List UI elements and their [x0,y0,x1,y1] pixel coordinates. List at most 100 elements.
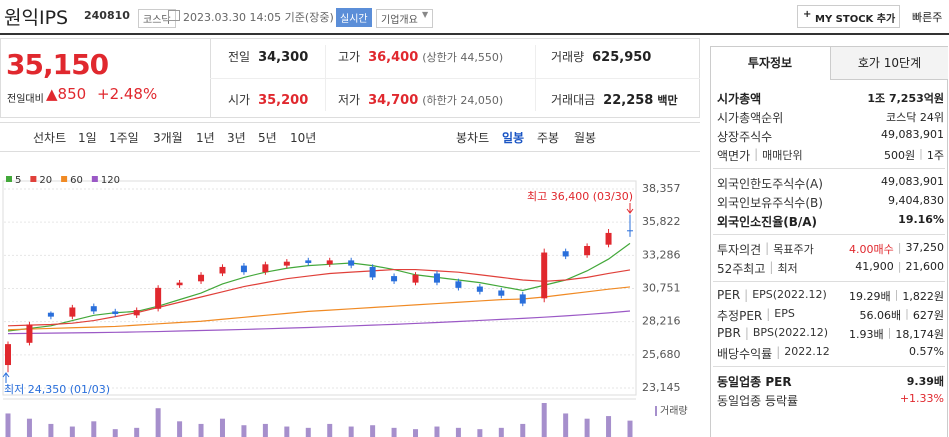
volume-bar [26,418,32,437]
row-value: 0.57% [909,345,944,358]
volume-bar [327,423,333,437]
quote-note: 백만 [657,94,678,107]
candle-tab[interactable]: 일봉 [502,131,525,145]
value-part: 코스닥 24위 [886,111,944,124]
candle-body [541,252,548,299]
candle-body [283,261,290,266]
value-part: 19.16% [898,213,944,226]
panel-tab[interactable]: 호가 10단계 [830,47,948,80]
y-tick-label: 25,680 [642,348,681,361]
row-label: PBR | BPS(2022.12) [717,326,828,340]
realtime-badge[interactable]: 실시간 [336,8,372,27]
label-part: 최저 [777,262,798,275]
volume-bar [219,418,225,437]
y-tick-label: 33,286 [642,248,681,261]
row-label: 동일업종 PER [717,373,792,390]
quote-cell: 전일 34,300 [228,48,308,65]
period-tab[interactable]: 10년 [290,131,317,145]
label-part: 목표주가 [773,243,814,256]
period-tab[interactable]: 3년 [227,131,246,145]
candle-body [112,311,119,315]
value-part: 9.39배 [906,375,944,388]
volume-bar [198,423,204,437]
volume-bar [91,421,97,437]
period-tab[interactable]: 1년 [196,131,215,145]
volume-bar [434,426,440,437]
row-value: 19.29배 | 1,822원 [849,288,944,304]
moving-average-line [7,310,631,335]
quick-order[interactable]: 빠른주 [912,11,943,24]
label-part: 상장주식수 [717,130,773,144]
separator: | [897,241,902,254]
candle-body [433,273,440,283]
candle-body [605,232,612,245]
panel-tab[interactable]: 투자정보 [747,56,793,70]
candle-body [455,281,462,288]
y-tick-label: 28,216 [642,315,681,328]
volume-bar [5,413,11,437]
label-part: EPS [774,307,795,320]
row-label: 추정PER | EPS [717,307,795,324]
period-tab[interactable]: 1주일 [109,131,139,145]
label-part: 동일업종 PER [717,375,792,389]
volume-bar [584,418,590,437]
value-part: +1.33% [899,392,944,405]
calendar-icon [168,10,180,21]
label-part: 시가총액순위 [717,111,784,125]
volume-bar [563,413,569,437]
separator: | [919,147,923,160]
plus-icon: + [803,9,812,20]
row-value: 56.06배 | 627원 [860,307,944,323]
label-part: 외국인보유주식수(B) [717,196,823,210]
row-label: 외국인한도주식수(A) [717,175,823,192]
y-tick-label: 38,357 [642,182,681,195]
quote-cell: 고가 36,400 (상한가 44,550) [338,48,503,65]
candle-body [262,264,269,273]
mystock-button[interactable] [797,5,900,28]
volume-bar [348,426,354,437]
high-arrow [626,203,634,214]
toolbar-label: 선차트 [33,131,67,145]
candle-tab[interactable]: 주봉 [537,131,560,145]
period-tab[interactable]: 1일 [78,131,97,145]
quote-value: 22,258 [603,93,654,108]
change-label: 전일대비 [7,94,44,105]
row-value: +1.33% [900,392,944,405]
separator: | [766,307,771,321]
candle-tab[interactable]: 월봉 [574,131,597,145]
candle-body [326,260,333,265]
candle-body [519,294,526,304]
quote-note: (하한가 24,050) [422,94,504,107]
quote-label: 고가 [338,50,361,64]
separator: | [887,326,892,339]
label-part: 외국인한도주식수(A) [717,177,823,191]
quote-cell: 시가 35,200 [228,91,308,108]
divider [210,78,700,79]
volume-bar [69,426,75,437]
value-part: 41,900 [855,260,894,273]
toolbar-label: 봉차트 [456,131,490,145]
separator: | [769,260,774,274]
value-part: 4.00매수 [849,243,894,256]
value-part: 56.06배 [859,309,902,322]
candle-body [133,310,140,316]
candle-body [155,287,162,309]
panel-divider [713,281,945,282]
period-tab[interactable]: 5년 [258,131,277,145]
volume-bar [134,427,140,437]
period-tab[interactable]: 3개월 [153,131,183,145]
candle-body [369,266,376,278]
datetime: 2023.03.30 14:05 기준(장중) [183,11,334,24]
quote-label: 저가 [338,93,361,107]
stock-code: 240810 [84,9,130,22]
row-value: 49,083,901 [881,128,944,141]
row-label: PER | EPS(2022.12) [717,288,827,302]
candle-body [198,274,205,282]
volume-label: 거래량 [660,405,688,417]
volume-bar [498,427,504,437]
volume-bar [370,425,376,437]
label-part: 시가총액 [717,92,762,106]
volume-bar [627,420,633,437]
separator: | [905,307,909,320]
overview-dropdown[interactable]: 기업개요 [376,9,433,28]
